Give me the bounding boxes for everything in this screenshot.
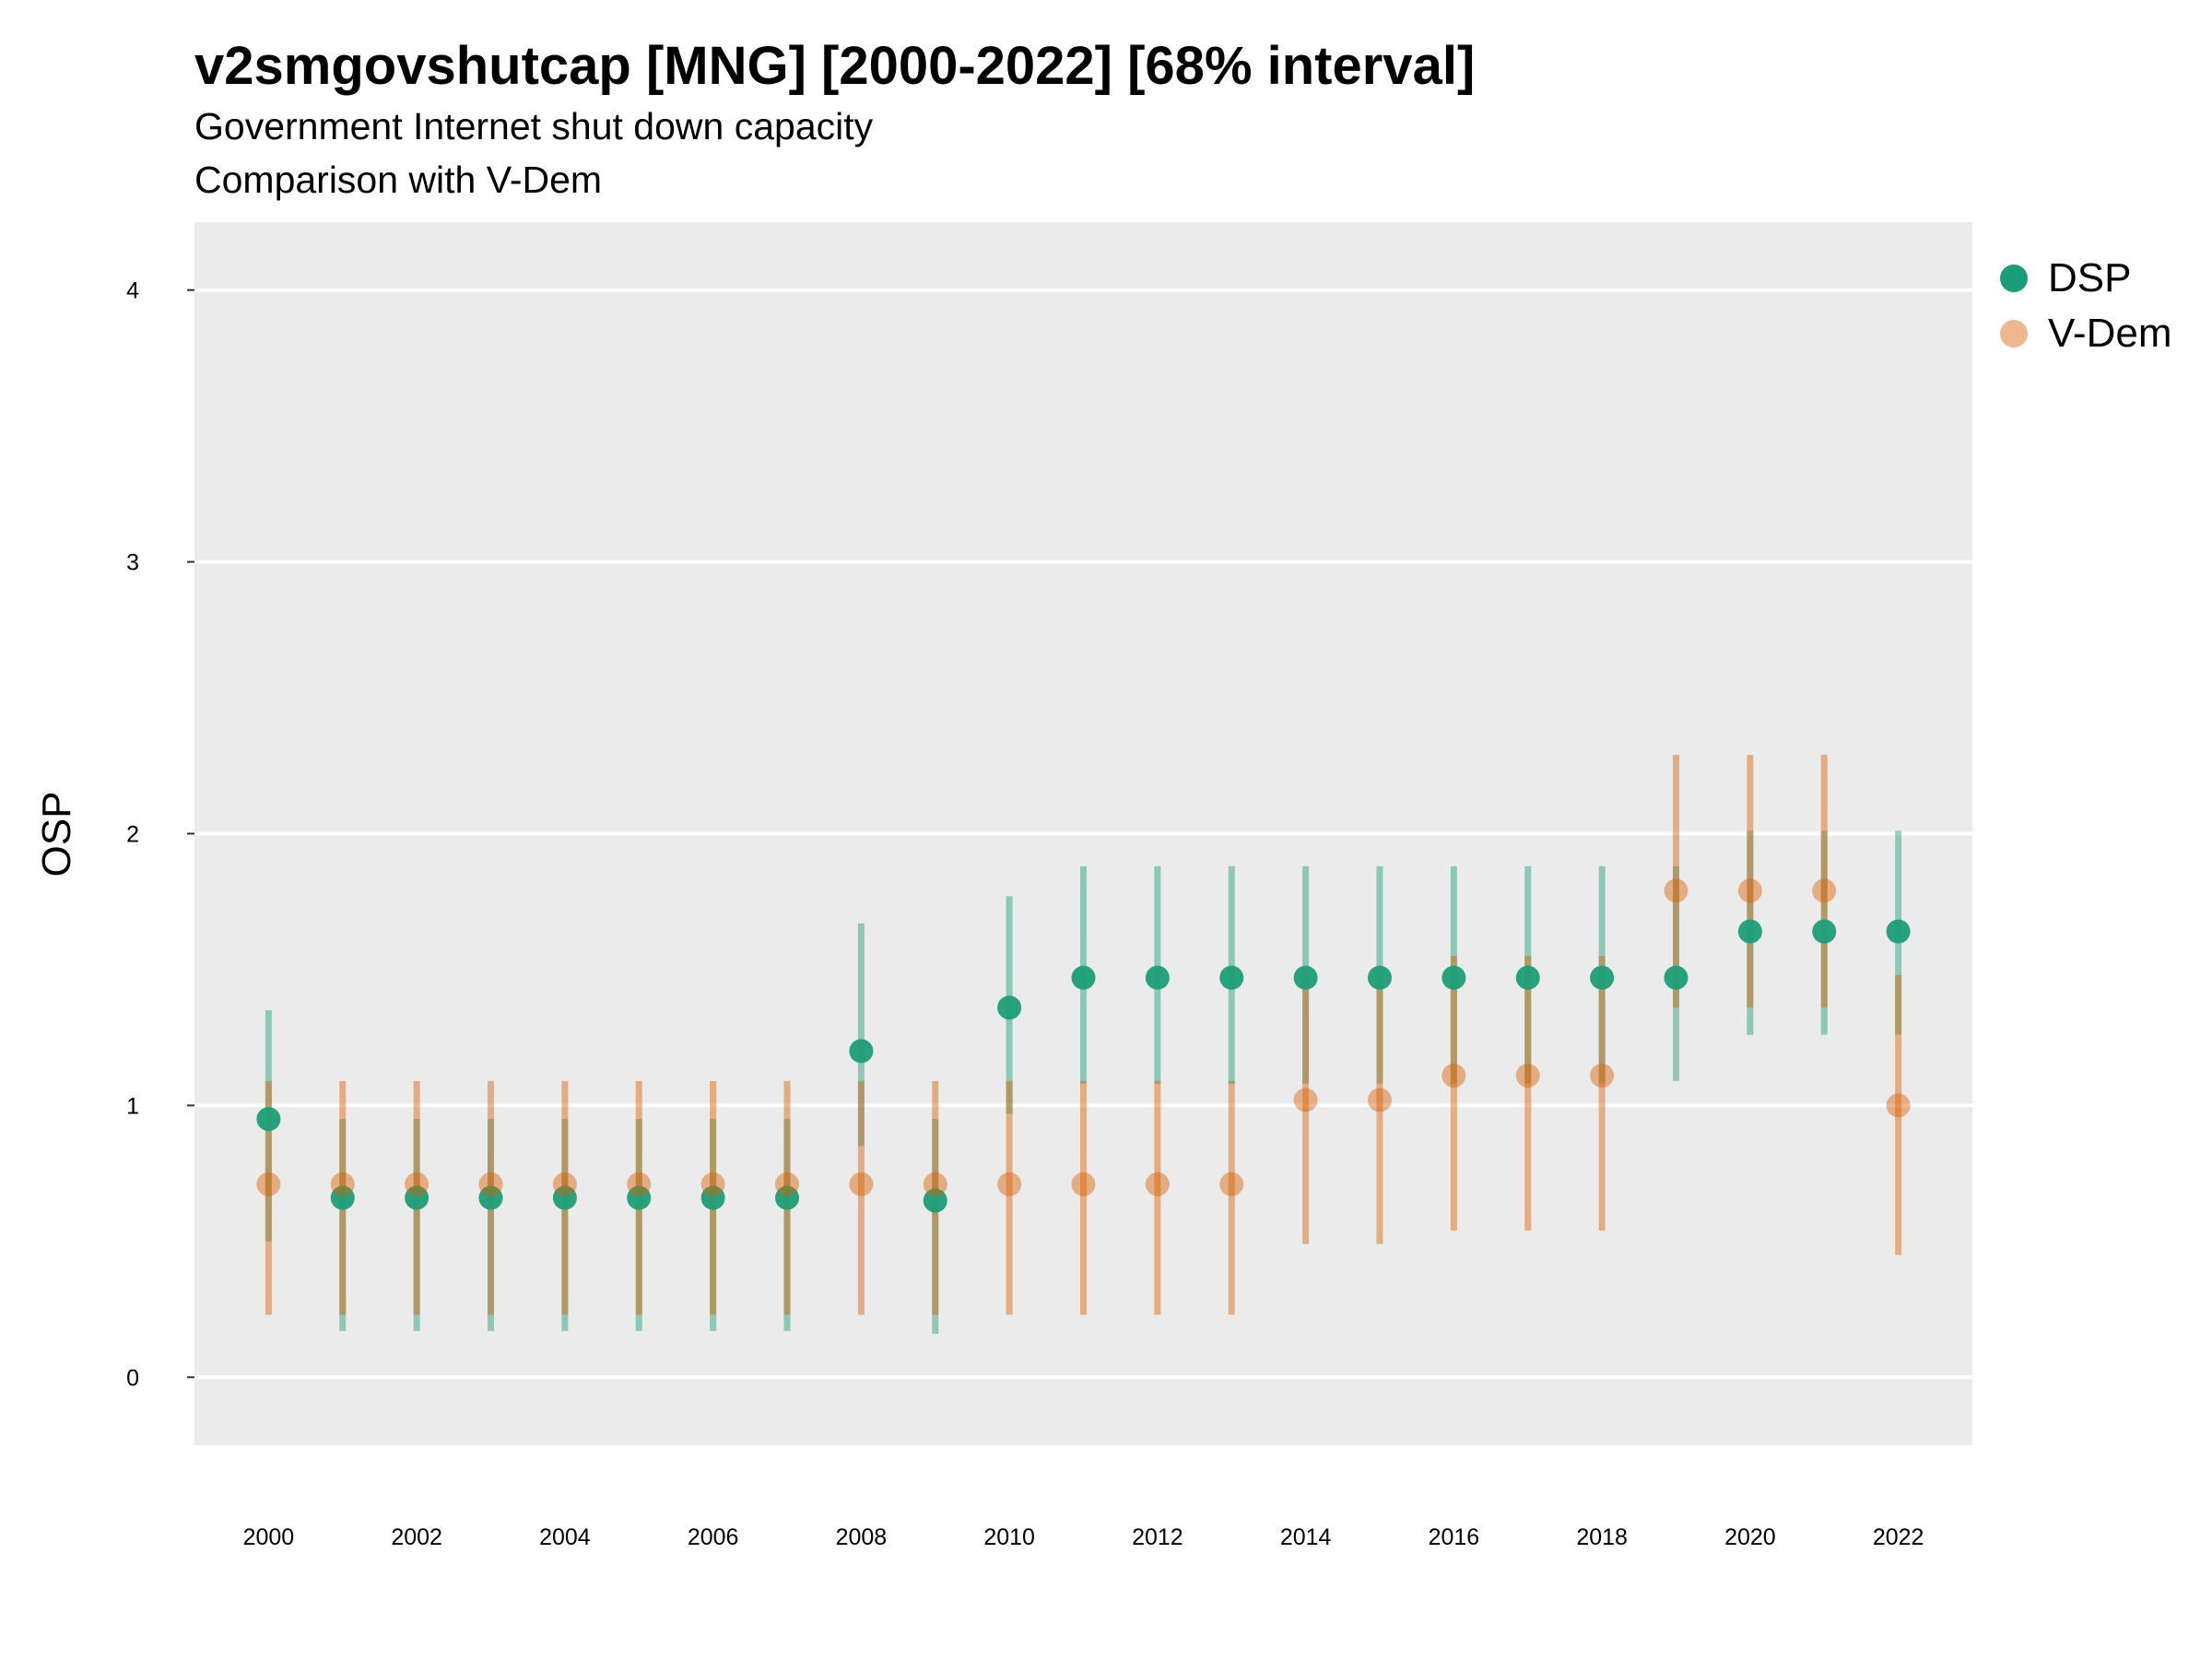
data-point	[552, 1185, 577, 1210]
data-point	[1886, 1093, 1911, 1118]
x-tick-label: 2018	[1576, 1524, 1628, 1550]
chart-subtitle: Government Internet shut down capacity	[194, 105, 874, 147]
data-point	[1219, 1171, 1244, 1196]
legend-label-vdem: V-Dem	[2048, 311, 2172, 356]
axis-labels: 0 1 2 3 4 2000 2002 2004 2006 2008 2010 2012 2014 201…	[126, 278, 1924, 1550]
data-point	[1664, 965, 1688, 990]
data-point	[1590, 1063, 1615, 1088]
data-point	[627, 1185, 652, 1210]
x-tick-label: 2008	[836, 1524, 888, 1550]
y-tick-label: 4	[126, 278, 139, 304]
data-point	[1590, 965, 1615, 990]
data-point	[1737, 919, 1762, 944]
x-tick-label: 2010	[983, 1524, 1035, 1550]
y-axis-label: OSP	[34, 792, 79, 877]
data-point	[330, 1171, 355, 1196]
data-point	[256, 1107, 281, 1132]
data-point	[1441, 965, 1466, 990]
points-v-dem	[256, 878, 1911, 1196]
data-point	[1515, 965, 1540, 990]
data-point	[997, 1171, 1022, 1196]
legend: DSP V-Dem	[2000, 251, 2171, 361]
y-tick-label: 1	[126, 1093, 139, 1119]
data-point	[330, 1185, 355, 1210]
data-point	[1368, 1088, 1392, 1112]
x-tick-label: 2002	[391, 1524, 442, 1550]
legend-item-dsp: DSP	[2000, 251, 2171, 306]
data-point	[405, 1185, 429, 1210]
x-tick-label: 2012	[1132, 1524, 1183, 1550]
data-point	[1812, 878, 1837, 903]
data-point	[1293, 965, 1318, 990]
data-point	[923, 1188, 947, 1213]
data-point	[700, 1185, 725, 1210]
data-point	[1071, 1171, 1096, 1196]
legend-key-dsp	[2000, 265, 2028, 292]
data-point	[775, 1171, 799, 1196]
chart-title: v2smgovshutcap [MNG] [2000-2022] [68% in…	[194, 36, 1476, 96]
y-tick-label: 0	[126, 1365, 139, 1391]
data-point	[775, 1185, 799, 1210]
data-point	[1368, 965, 1392, 990]
legend-label-dsp: DSP	[2048, 255, 2132, 300]
data-point	[1515, 1063, 1540, 1088]
data-point	[997, 995, 1022, 1020]
x-tick-label: 2006	[688, 1524, 739, 1550]
y-tick-label: 2	[126, 822, 139, 848]
x-tick-label: 2020	[1724, 1524, 1776, 1550]
data-point	[849, 1171, 874, 1196]
data-point	[1664, 878, 1688, 903]
data-point	[405, 1171, 429, 1196]
data-point	[1737, 878, 1762, 903]
points-dsp	[256, 919, 1911, 1213]
data-point	[1812, 919, 1837, 944]
x-tick-label: 2014	[1280, 1524, 1332, 1550]
data-point	[478, 1185, 503, 1210]
x-tick-label: 2000	[243, 1524, 295, 1550]
data-point	[700, 1171, 725, 1196]
data-point	[1145, 965, 1170, 990]
data-point	[552, 1171, 577, 1196]
data-point	[1293, 1088, 1318, 1112]
data-point	[923, 1171, 947, 1196]
legend-item-vdem: V-Dem	[2000, 306, 2171, 361]
grid-lines	[194, 288, 1972, 1380]
chart-subtitle-comparison: Comparison with V-Dem	[194, 159, 603, 201]
data-point	[1145, 1171, 1170, 1196]
data-point	[627, 1171, 652, 1196]
x-tick-label: 2004	[539, 1524, 591, 1550]
data-point	[1441, 1063, 1466, 1088]
data-point	[1886, 919, 1911, 944]
data-point	[478, 1171, 503, 1196]
data-point	[256, 1171, 281, 1196]
data-point	[1219, 965, 1244, 990]
x-tick-label: 2016	[1429, 1524, 1480, 1550]
data-point	[849, 1039, 874, 1064]
y-tick-label: 3	[126, 550, 139, 576]
legend-key-vdem	[2000, 320, 2028, 347]
x-tick-label: 2022	[1873, 1524, 1924, 1550]
series-layer	[256, 754, 1911, 1335]
data-point	[1071, 965, 1096, 990]
